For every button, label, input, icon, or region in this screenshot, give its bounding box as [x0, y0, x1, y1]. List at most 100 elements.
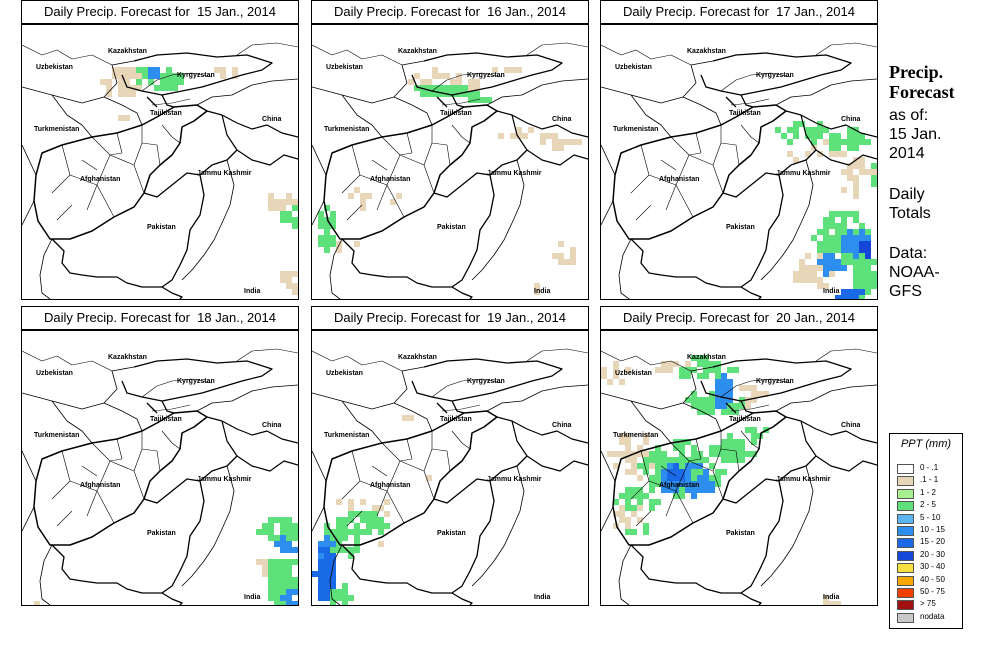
label-india: India: [823, 594, 839, 601]
legend-title: PPT (mm): [900, 438, 952, 450]
label-india: India: [534, 594, 550, 601]
label-pakistan: Pakistan: [726, 224, 755, 231]
precip-map: Kazakhstan Uzbekistan Kyrgyzstan Tajikistan…: [21, 24, 299, 300]
precip-cells: [100, 67, 298, 295]
title-line-1: Precip.: [889, 62, 944, 82]
label-kazakhstan: Kazakhstan: [398, 48, 437, 55]
label-uzbekistan: Uzbekistan: [326, 370, 363, 377]
legend-swatch: [897, 550, 914, 561]
asof-line-1: as of:: [889, 107, 929, 124]
map-canvas: Kazakhstan Uzbekistan Kyrgyzstan Tajikistan…: [601, 348, 877, 605]
precip-map: Kazakhstan Uzbekistan Kyrgyzstan Tajikistan…: [311, 330, 589, 606]
label-pakistan: Pakistan: [437, 224, 466, 231]
country-boundaries: [22, 348, 298, 605]
label-tajikistan: Tajikistan: [440, 416, 472, 423]
precip-map: Kazakhstan Uzbekistan Kyrgyzstan Tajikistan…: [21, 330, 299, 606]
legend-label: .1 - 1: [920, 475, 939, 485]
legend-label: 20 - 30: [920, 549, 945, 559]
panel-jan-19: Daily Precip. Forecast for 19 Jan., 2014…: [311, 306, 589, 606]
panel-title: Daily Precip. Forecast for 20 Jan., 2014: [600, 306, 878, 330]
asof-line-2: 15 Jan.: [889, 126, 942, 143]
map-canvas: Kazakhstan Uzbekistan Kyrgyzstan Tajikistan…: [312, 348, 588, 605]
label-kyrgyzstan: Kyrgyzstan: [177, 72, 215, 79]
label-india: India: [244, 288, 260, 295]
label-turkmenistan: Turkmenistan: [34, 432, 79, 439]
legend-label: 10 - 15: [920, 525, 945, 534]
data-line-3: GFS: [889, 283, 922, 300]
label-uzbekistan: Uzbekistan: [615, 370, 652, 377]
panel-title: Daily Precip. Forecast for 18 Jan., 2014: [21, 306, 299, 330]
data-line-2: NOAA-: [889, 264, 940, 281]
label-uzbekistan: Uzbekistan: [615, 64, 652, 71]
legend-label: 5 - 10: [920, 512, 941, 522]
label-afghanistan: Afghanistan: [659, 176, 699, 183]
legend-label: nodata: [920, 611, 945, 621]
label-india: India: [534, 288, 550, 295]
panel-jan-18: Daily Precip. Forecast for 18 Jan., 2014…: [21, 306, 299, 606]
legend-swatch: [897, 563, 914, 574]
map-canvas: Kazakhstan Uzbekistan Kyrgyzstan Tajikistan…: [22, 348, 298, 605]
daily-line-2: Totals: [889, 205, 931, 222]
label-china: China: [841, 116, 861, 123]
as-of-date: as of: 15 Jan. 2014: [889, 106, 983, 163]
precip-cells: [34, 517, 298, 605]
label-turkmenistan: Turkmenistan: [34, 126, 79, 133]
label-pakistan: Pakistan: [147, 224, 176, 231]
title-line-2: Forecast: [889, 82, 955, 102]
legend-swatch: [897, 538, 914, 549]
label-kyrgyzstan: Kyrgyzstan: [467, 72, 505, 79]
precip-map: Kazakhstan Uzbekistan Kyrgyzstan Tajikistan…: [600, 24, 878, 300]
label-turkmenistan: Turkmenistan: [324, 432, 369, 439]
panel-title: Daily Precip. Forecast for 19 Jan., 2014: [311, 306, 589, 330]
label-jammu-kashmir: Jammu Kashmir: [776, 476, 831, 483]
legend-swatch: [897, 488, 914, 499]
label-kazakhstan: Kazakhstan: [687, 354, 726, 361]
label-china: China: [841, 422, 861, 429]
legend-swatch: [897, 476, 914, 487]
panel-title: Daily Precip. Forecast for 16 Jan., 2014: [311, 0, 589, 24]
ppt-legend: PPT (mm) 0 - .1 .1 - 1 1 - 2 2 - 5 5 - 10 10 …: [889, 433, 963, 629]
daily-line-1: Daily: [889, 186, 925, 203]
label-jammu-kashmir: Jammu Kashmir: [197, 170, 252, 177]
label-tajikistan: Tajikistan: [150, 110, 182, 117]
label-turkmenistan: Turkmenistan: [324, 126, 369, 133]
label-tajikistan: Tajikistan: [440, 110, 472, 117]
legend-label: 30 - 40: [920, 562, 945, 572]
label-kazakhstan: Kazakhstan: [108, 48, 147, 55]
asof-line-3: 2014: [889, 145, 925, 162]
legend-label: > 75: [920, 599, 936, 609]
label-afghanistan: Afghanistan: [80, 176, 120, 183]
label-afghanistan: Afghanistan: [370, 482, 410, 489]
data-line-1: Data:: [889, 245, 928, 262]
country-boundaries: [601, 348, 877, 605]
precip-cells: [775, 121, 877, 299]
label-turkmenistan: Turkmenistan: [613, 432, 658, 439]
label-kazakhstan: Kazakhstan: [398, 354, 437, 361]
legend-label: 50 - 75: [920, 587, 945, 596]
legend-label: 15 - 20: [920, 537, 945, 547]
legend-swatch: [897, 588, 914, 598]
label-kyrgyzstan: Kyrgyzstan: [756, 72, 794, 79]
data-source: Data: NOAA- GFS: [889, 244, 983, 301]
label-kazakhstan: Kazakhstan: [108, 354, 147, 361]
map-canvas: Kazakhstan Uzbekistan Kyrgyzstan Tajikistan…: [22, 42, 298, 299]
label-china: China: [552, 116, 572, 123]
country-boundaries: [312, 348, 588, 605]
legend-swatch: [897, 600, 914, 611]
label-pakistan: Pakistan: [147, 530, 176, 537]
label-afghanistan: Afghanistan: [370, 176, 410, 183]
label-tajikistan: Tajikistan: [150, 416, 182, 423]
legend-swatch: [897, 526, 914, 536]
label-uzbekistan: Uzbekistan: [326, 64, 363, 71]
label-pakistan: Pakistan: [437, 530, 466, 537]
legend-swatch: [897, 513, 914, 524]
label-kyrgyzstan: Kyrgyzstan: [177, 378, 215, 385]
label-pakistan: Pakistan: [726, 530, 755, 537]
precip-map: Kazakhstan Uzbekistan Kyrgyzstan Tajikistan…: [600, 330, 878, 606]
sidebar-title: Precip. Forecast: [889, 62, 983, 102]
label-india: India: [823, 288, 839, 295]
daily-totals-note: Daily Totals: [889, 185, 983, 223]
label-tajikistan: Tajikistan: [729, 416, 761, 423]
label-uzbekistan: Uzbekistan: [36, 64, 73, 71]
label-kyrgyzstan: Kyrgyzstan: [467, 378, 505, 385]
